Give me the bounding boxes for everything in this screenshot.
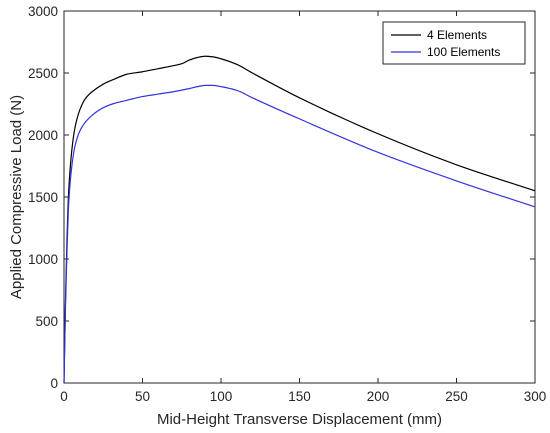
y-axis-title: Applied Compressive Load (N) xyxy=(8,95,25,299)
x-tick-label: 0 xyxy=(60,389,68,404)
y-tick-label: 500 xyxy=(35,314,58,329)
x-tick-label: 300 xyxy=(524,389,547,404)
y-tick-label: 1500 xyxy=(28,190,58,205)
x-tick-label: 50 xyxy=(135,389,150,404)
plot-area xyxy=(63,10,536,384)
y-tick-label: 2500 xyxy=(28,66,58,81)
legend: 4 Elements 100 Elements xyxy=(382,21,526,65)
x-tick-label: 100 xyxy=(210,389,233,404)
x-tick-label: 250 xyxy=(445,389,468,404)
series-line-4-elements xyxy=(63,55,536,384)
series-line-100-elements xyxy=(63,84,536,384)
ticks-layer: 0 50 100 150 200 250 3000500100015002000250030… xyxy=(28,4,546,404)
x-tick-label: 150 xyxy=(288,389,311,404)
x-tick-label: 200 xyxy=(367,389,390,404)
y-tick-label: 0 xyxy=(50,376,58,391)
y-tick-label: 3000 xyxy=(28,4,58,19)
x-axis-title: Mid-Height Transverse Displacement (mm) xyxy=(157,411,442,428)
y-tick-label: 2000 xyxy=(28,128,58,143)
series-layer xyxy=(63,55,536,384)
legend-box xyxy=(382,21,526,65)
legend-label-4-elements: 4 Elements xyxy=(427,28,487,42)
y-tick-label: 1000 xyxy=(28,252,58,267)
legend-label-100-elements: 100 Elements xyxy=(427,45,500,59)
